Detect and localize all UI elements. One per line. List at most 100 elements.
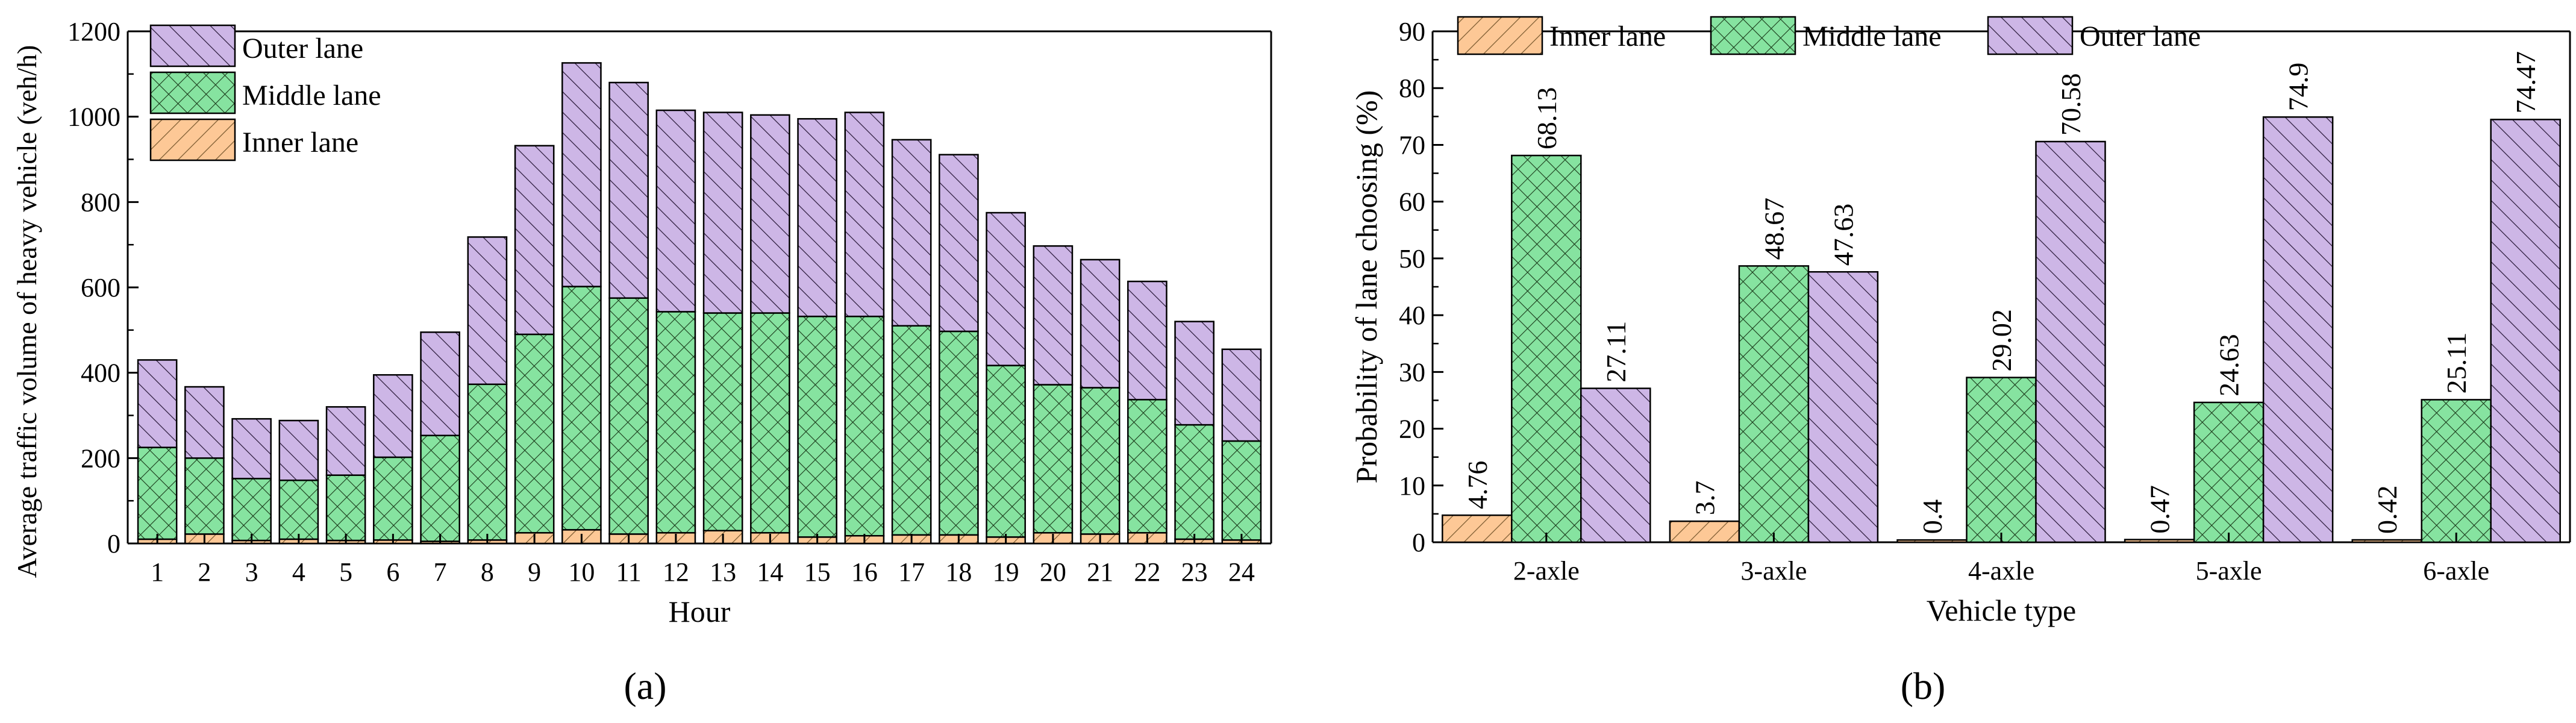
x-tick-label: 5 <box>339 557 352 587</box>
bar-outer <box>1080 258 1121 389</box>
bar-outer <box>561 62 602 287</box>
y-tick-label: 0 <box>107 529 120 559</box>
bar-outer <box>420 331 460 437</box>
bar-outer <box>797 117 837 318</box>
bar-outer <box>325 406 366 476</box>
bar-outer <box>184 386 225 459</box>
x-tick-label: 18 <box>945 557 972 587</box>
y-tick-label: 1200 <box>67 17 120 46</box>
legend-swatch-outer <box>1987 16 2074 55</box>
x-tick-label: 10 <box>568 557 595 587</box>
legend-label-outer: Outer lane <box>2080 20 2201 52</box>
legend-swatch-middle <box>1710 16 1796 55</box>
x-tick-label: 14 <box>757 557 783 587</box>
bar-middle <box>1174 424 1215 540</box>
y-axis-title: Probability of lane choosing (%) <box>1349 90 1383 484</box>
data-label-middle: 48.67 <box>1758 198 1789 260</box>
data-label-middle: 29.02 <box>1986 309 2017 372</box>
bar-middle <box>514 333 555 534</box>
x-tick-label: 15 <box>804 557 831 587</box>
x-tick-label: 3-axle <box>1740 556 1807 586</box>
y-tick-label: 400 <box>81 358 120 388</box>
bar-outer <box>514 145 555 336</box>
bar-middle <box>1738 265 1810 543</box>
bar-outer <box>1033 245 1074 386</box>
y-tick-label: 10 <box>1399 471 1425 501</box>
y-tick-label: 80 <box>1399 74 1425 103</box>
panel-label: (b) <box>1901 665 1946 707</box>
data-label-inner: 4.76 <box>1462 461 1493 510</box>
bar-middle <box>608 297 649 535</box>
bar-outer <box>2490 119 2561 543</box>
bar-middle <box>702 312 743 531</box>
x-tick-label: 4 <box>292 557 305 587</box>
bar-middle <box>325 474 366 542</box>
bar-middle <box>1127 399 1168 534</box>
y-tick-label: 50 <box>1399 244 1425 274</box>
panel-label: (a) <box>624 665 666 707</box>
x-tick-label: 17 <box>898 557 925 587</box>
data-label-inner: 0.47 <box>2145 485 2175 534</box>
bar-middle <box>797 315 837 538</box>
x-tick-label: 4-axle <box>1968 556 2034 586</box>
bar-outer <box>1174 321 1215 426</box>
y-tick-label: 60 <box>1399 187 1425 217</box>
data-label-outer: 74.47 <box>2510 51 2541 114</box>
bar-outer <box>231 418 272 480</box>
bar-outer <box>750 114 790 314</box>
bar-outer <box>467 236 508 386</box>
y-tick-label: 600 <box>81 273 120 302</box>
bar-middle <box>1966 377 2037 543</box>
x-tick-label: 7 <box>434 557 447 587</box>
bar-outer <box>986 211 1026 366</box>
bar-outer <box>1807 271 1879 543</box>
x-tick-label: 19 <box>993 557 1019 587</box>
x-tick-label: 2-axle <box>1513 556 1580 586</box>
bar-outer <box>2262 116 2334 543</box>
x-axis-title: Hour <box>669 595 731 628</box>
x-tick-label: 2 <box>198 557 211 587</box>
legend-label-middle: Middle lane <box>1802 20 1942 52</box>
x-tick-label: 5-axle <box>2196 556 2262 586</box>
bar-outer <box>702 111 743 314</box>
bar-middle <box>2193 401 2265 543</box>
data-label-outer: 74.9 <box>2283 63 2314 111</box>
bar-outer <box>655 109 696 313</box>
bar-outer <box>939 154 979 333</box>
bar-middle <box>231 478 272 542</box>
x-tick-label: 11 <box>616 557 641 587</box>
data-label-inner: 3.7 <box>1689 481 1720 516</box>
x-tick-label: 8 <box>481 557 494 587</box>
bar-middle <box>1221 440 1262 541</box>
x-tick-label: 6-axle <box>2423 556 2489 586</box>
y-tick-label: 70 <box>1399 130 1425 160</box>
legend-label-inner: Inner lane <box>242 127 358 158</box>
x-tick-label: 3 <box>245 557 258 587</box>
bar-middle <box>467 383 508 541</box>
y-tick-label: 20 <box>1399 415 1425 444</box>
bar-outer <box>373 374 413 459</box>
y-tick-label: 0 <box>1412 528 1425 557</box>
bar-middle <box>1033 384 1074 534</box>
data-label-middle: 25.11 <box>2441 333 2472 394</box>
bar-inner <box>2124 539 2195 543</box>
legend-swatch-inner <box>1457 16 1543 55</box>
data-label-outer: 47.63 <box>1828 204 1859 266</box>
data-label-outer: 70.58 <box>2055 73 2086 136</box>
y-tick-label: 40 <box>1399 301 1425 330</box>
bar-middle <box>750 312 790 534</box>
legend-swatch-middle <box>149 71 236 114</box>
bar-middle <box>844 315 885 537</box>
y-axis-title: Average traffic volume of heavy vehicle … <box>11 45 42 578</box>
bar-middle <box>939 330 979 536</box>
legend-swatch-outer <box>149 24 236 67</box>
legend-swatch-inner <box>149 118 236 161</box>
bar-middle <box>278 479 319 540</box>
x-tick-label: 21 <box>1087 557 1113 587</box>
x-tick-label: 20 <box>1040 557 1066 587</box>
bar-middle <box>891 325 932 536</box>
bar-inner <box>1669 520 1740 543</box>
data-label-outer: 27.11 <box>1601 321 1631 383</box>
